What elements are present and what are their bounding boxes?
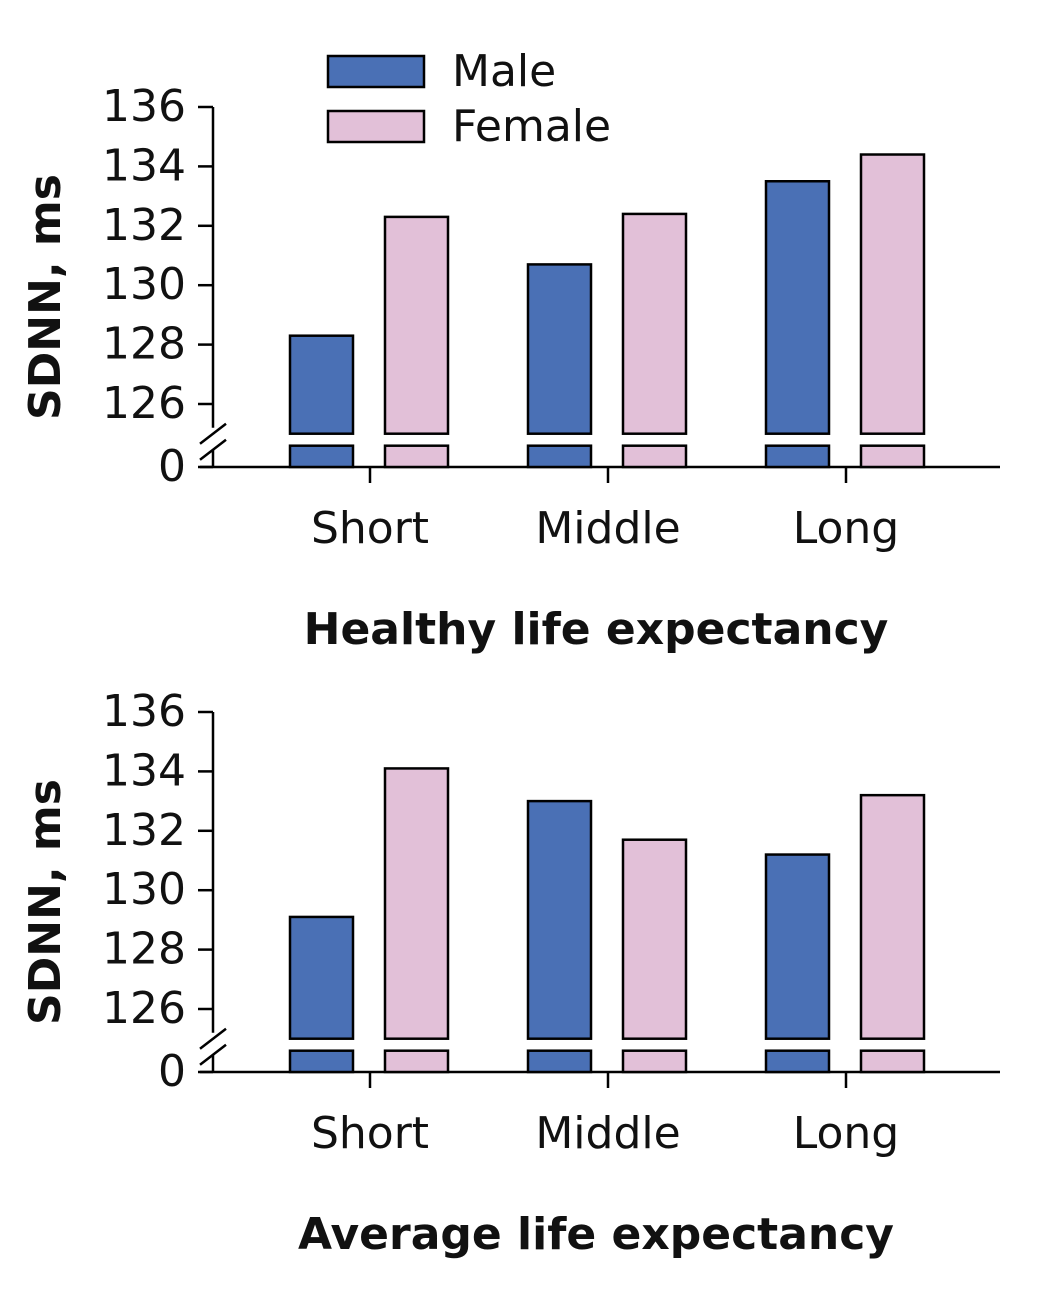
- bar-base: [526, 444, 593, 469]
- bar-base: [288, 444, 355, 469]
- axis-break: [199, 1027, 227, 1050]
- bar: [859, 153, 926, 435]
- bar: [621, 212, 688, 435]
- x-axis-label: Healthy life expectancy: [304, 604, 889, 655]
- x-tick-label: Middle: [535, 1108, 680, 1159]
- y-tick-label: 132: [102, 805, 186, 856]
- y-tick-label: 126: [102, 378, 186, 429]
- y-tick-label: 130: [102, 259, 186, 310]
- y-tick-label: 126: [102, 983, 186, 1034]
- bar: [764, 180, 831, 435]
- x-tick-label: Long: [793, 1108, 899, 1159]
- bar-base: [764, 444, 831, 469]
- x-tick-label: Middle: [535, 503, 680, 554]
- bar-base: [526, 1049, 593, 1074]
- legend-swatch: [326, 109, 426, 144]
- y-tick-label: 136: [102, 81, 186, 132]
- legend-label: Male: [452, 46, 556, 97]
- bar-base: [621, 1049, 688, 1074]
- y-tick-label: 0: [158, 1046, 186, 1097]
- legend-swatch: [326, 54, 426, 89]
- y-tick-label: 134: [102, 140, 186, 191]
- bar-base: [621, 444, 688, 469]
- axis-break: [199, 1043, 227, 1066]
- y-axis-label: SDNN, ms: [20, 174, 71, 420]
- bar-base: [764, 1049, 831, 1074]
- axis-break: [199, 422, 227, 445]
- y-tick-label: 0: [158, 441, 186, 492]
- y-tick-label: 134: [102, 745, 186, 796]
- y-tick-label: 128: [102, 319, 186, 370]
- y-tick-label: 136: [102, 686, 186, 737]
- bar: [859, 793, 926, 1040]
- bar-base: [383, 1049, 450, 1074]
- bar-base: [288, 1049, 355, 1074]
- bar: [526, 799, 593, 1040]
- bar-base: [383, 444, 450, 469]
- bar: [288, 915, 355, 1040]
- x-tick-label: Short: [311, 1108, 429, 1159]
- bar: [383, 215, 450, 435]
- legend-label: Female: [452, 101, 611, 152]
- bar: [621, 838, 688, 1040]
- bar: [288, 334, 355, 435]
- y-tick-label: 130: [102, 864, 186, 915]
- axis-break: [199, 438, 227, 461]
- bar-base: [859, 1049, 926, 1074]
- y-tick-label: 128: [102, 924, 186, 975]
- x-tick-label: Short: [311, 503, 429, 554]
- y-axis-label: SDNN, ms: [20, 779, 71, 1025]
- bar: [764, 853, 831, 1040]
- bar: [383, 767, 450, 1040]
- bar-base: [859, 444, 926, 469]
- x-axis-label: Average life expectancy: [298, 1209, 894, 1260]
- y-tick-label: 132: [102, 200, 186, 251]
- x-tick-label: Long: [793, 503, 899, 554]
- bar: [526, 263, 593, 435]
